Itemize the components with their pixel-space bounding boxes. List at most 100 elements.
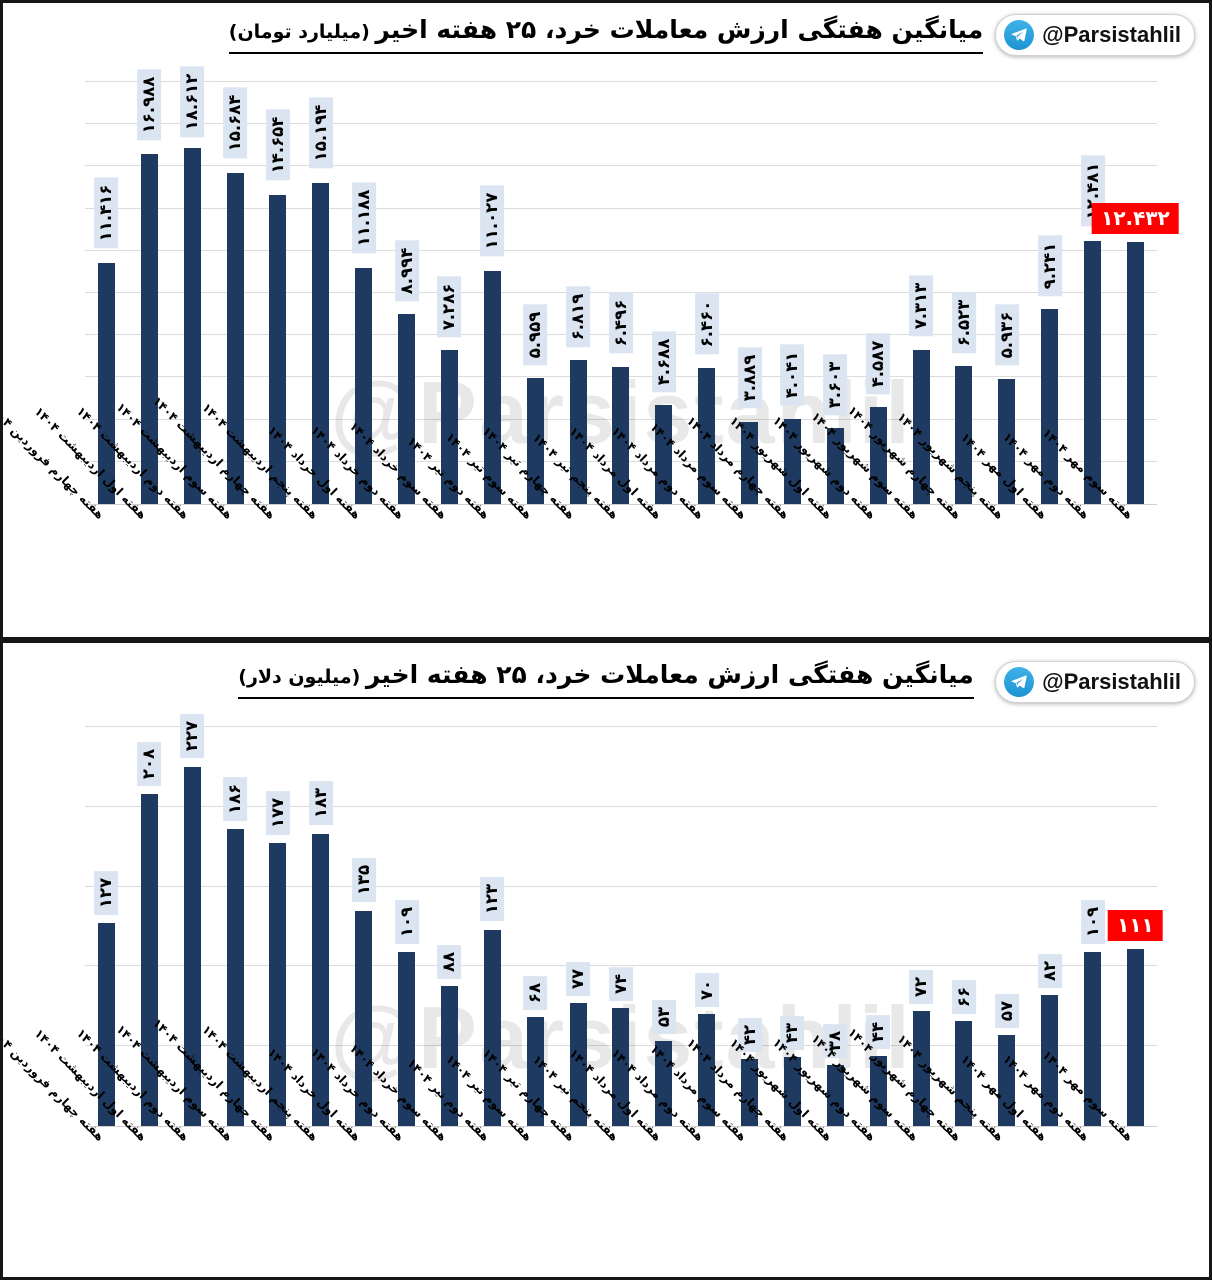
chart-title: میانگین هفتگی ارزش معاملات خرد، ۲۵ هفته … [238,659,974,700]
bar-slot: ۵.۹۳۶ هفته پنجم شهریور ۱۴۰۴ [895,61,1028,522]
bar-value-label: ۶.۴۶۰ [694,293,719,355]
gridline [85,725,1157,727]
value-label-wrap: ۹.۲۴۱ [1036,227,1064,304]
bar-slot: ۱۵.۶۸۴ هفته سوم اردیبهشت ۱۴۰۴ [113,61,257,522]
bar-slot: ۵۷ هفته پنجم شهریور ۱۴۰۴ [895,711,1028,1144]
bar [183,766,201,1126]
bar [1041,995,1059,1126]
value-label-wrap: ۸.۹۹۴ [393,232,421,309]
value-label-wrap: ۱۰۹ [1079,896,1107,947]
bar [1084,240,1102,504]
value-label-wrap: ۱۱.۰۲۷ [478,176,506,266]
bar-value-label: ۸۸ [437,944,462,979]
bar [355,910,373,1126]
bar-value-label: ۱۴.۶۵۴ [266,109,290,181]
bar-slot: ۱۸۶ هفته سوم اردیبهشت ۱۴۰۴ [113,711,257,1144]
bar-value-label: ۹.۲۴۱ [1037,235,1062,296]
bar-value-label: ۷۲ [909,970,933,1005]
value-label-wrap: ۴.۵۸۷ [864,325,892,402]
bar-value-label: ۵.۹۳۶ [994,305,1019,366]
value-label-wrap: ۴.۰۴۱ [778,337,806,414]
bar [526,378,544,504]
bar-value-label: ۱۵.۱۹۴ [308,98,333,169]
bar [569,1003,587,1126]
bar [269,843,287,1126]
bar [398,314,416,504]
gridline [85,885,1157,887]
bar-slot: ۱۲۳ هفته دوم تیر ۱۴۰۴ [404,711,514,1144]
bar [226,829,244,1126]
bar-slot: ۲۰۸ هفته اول اردیبهشت ۱۴۰۴ [32,711,171,1144]
bar-value-label: ۱۰۹ [1080,899,1105,944]
value-label-wrap: ۱۸۳ [307,778,335,829]
highlight-value-label: ۱۱۱ [1108,909,1163,941]
bar [183,147,201,504]
telegram-handle: @Parsistahlil [1042,22,1181,47]
chart-panel-dollar: @Parsistahlil میانگین هفتگی ارزش معاملات… [0,640,1212,1280]
bar-slot: ۱۱۱ هفته سوم مهر ۱۴۰۴ [1039,711,1163,1144]
bar-slot: ۱۲.۴۸۱ هفته دوم مهر ۱۴۰۴ [1000,61,1114,522]
bar-value-label: ۷۴ [609,966,633,1001]
value-label-wrap: ۱۱.۱۸۸ [350,173,378,263]
bar [998,1035,1016,1126]
bar-value-label: ۳.۶۰۳ [823,354,848,415]
bar-slot: ۷۴ هفته پنجم تیر ۱۴۰۴ [530,711,643,1144]
value-label-wrap: ۶.۸۱۹ [564,278,592,355]
bar-value-label: ۲۲۷ [180,714,205,759]
bar-slot: ۷۷ هفته چهارم تیر ۱۴۰۴ [480,711,600,1144]
bar-slot: ۷.۲۸۶ هفته سوم خرداد ۱۴۰۴ [346,61,471,522]
bar-slot: ۳.۸۸۹ هفته سوم مرداد ۱۴۰۴ [647,61,771,522]
bar [612,1007,630,1126]
bar-value-label: ۱۷۷ [266,790,290,836]
bar-slot: ۸۲ هفته اول مهر ۱۴۰۴ [958,711,1071,1144]
bar [483,271,501,504]
value-label-wrap: ۴.۶۸۸ [650,323,678,400]
value-label-wrap: ۵.۹۳۶ [993,297,1021,374]
bar [312,183,330,504]
bar-value-label: ۶۸ [523,976,548,1011]
bar [783,418,801,504]
bar-slot: ۷۰ هفته دوم مرداد ۱۴۰۴ [609,711,728,1144]
bar [698,367,716,504]
bar [912,1011,930,1126]
bar-slot: ۱۷۷ هفته چهارم اردیبهشت ۱۴۰۴ [150,711,300,1144]
bar-slot: ۶.۵۲۳ هفته چهارم شهریور ۱۴۰۴ [845,61,986,522]
bar-slot: ۸۸ هفته سوم خرداد ۱۴۰۴ [346,711,471,1144]
bar-value-label: ۵.۹۵۹ [523,304,548,366]
bar-slot: ۱۳۵ هفته اول خرداد ۱۴۰۴ [265,711,385,1144]
bar [526,1017,544,1126]
value-label-wrap: ۷۲ [907,968,935,1006]
bar [741,421,759,504]
bar [1126,948,1144,1126]
value-label-wrap: ۵۳ [650,998,678,1036]
bar-value-label: ۱۰۹ [394,899,419,944]
gridline [85,207,1157,209]
value-label-wrap: ۸۸ [435,943,463,981]
bar-value-label: ۳.۸۸۹ [737,348,762,409]
bar-slot: ۴.۰۴۱ هفته چهارم مرداد ۱۴۰۴ [684,61,814,522]
bar-slot: ۴.۶۸۸ هفته اول مرداد ۱۴۰۴ [566,61,685,522]
bar-slot: ۱۸۳ هفته پنجم اردیبهشت ۱۴۰۴ [199,711,342,1144]
bar [312,833,330,1126]
bar-value-label: ۱۲۳ [480,877,505,922]
telegram-badge[interactable]: @Parsistahlil [995,661,1195,703]
bar-slot: ۷.۳۱۳ هفته سوم شهریور ۱۴۰۴ [808,61,943,522]
bar-slot: ۷۲ هفته سوم شهریور ۱۴۰۴ [808,711,943,1144]
bar-value-label: ۵۷ [994,993,1019,1029]
bar-slot: ۶۸ هفته سوم تیر ۱۴۰۴ [443,711,557,1144]
bar [97,263,115,504]
value-label-wrap: ۱۱.۴۱۶ [92,168,120,258]
bar [1126,241,1144,504]
bar-value-label: ۴.۰۴۱ [780,344,805,406]
bar-value-label: ۱۱.۱۸۸ [351,182,376,254]
bar [140,153,158,504]
bar-value-label: ۵۳ [651,1000,676,1035]
bar [569,360,587,504]
value-label-wrap: ۱۳۵ [350,855,378,906]
telegram-badge[interactable]: @Parsistahlil [995,14,1195,56]
bar-value-label: ۱۸۳ [308,781,333,826]
telegram-handle: @Parsistahlil [1042,669,1181,694]
chart-title-text: میانگین هفتگی ارزش معاملات خرد، ۲۵ هفته … [365,660,974,689]
bar [398,952,416,1126]
bar [140,794,158,1126]
